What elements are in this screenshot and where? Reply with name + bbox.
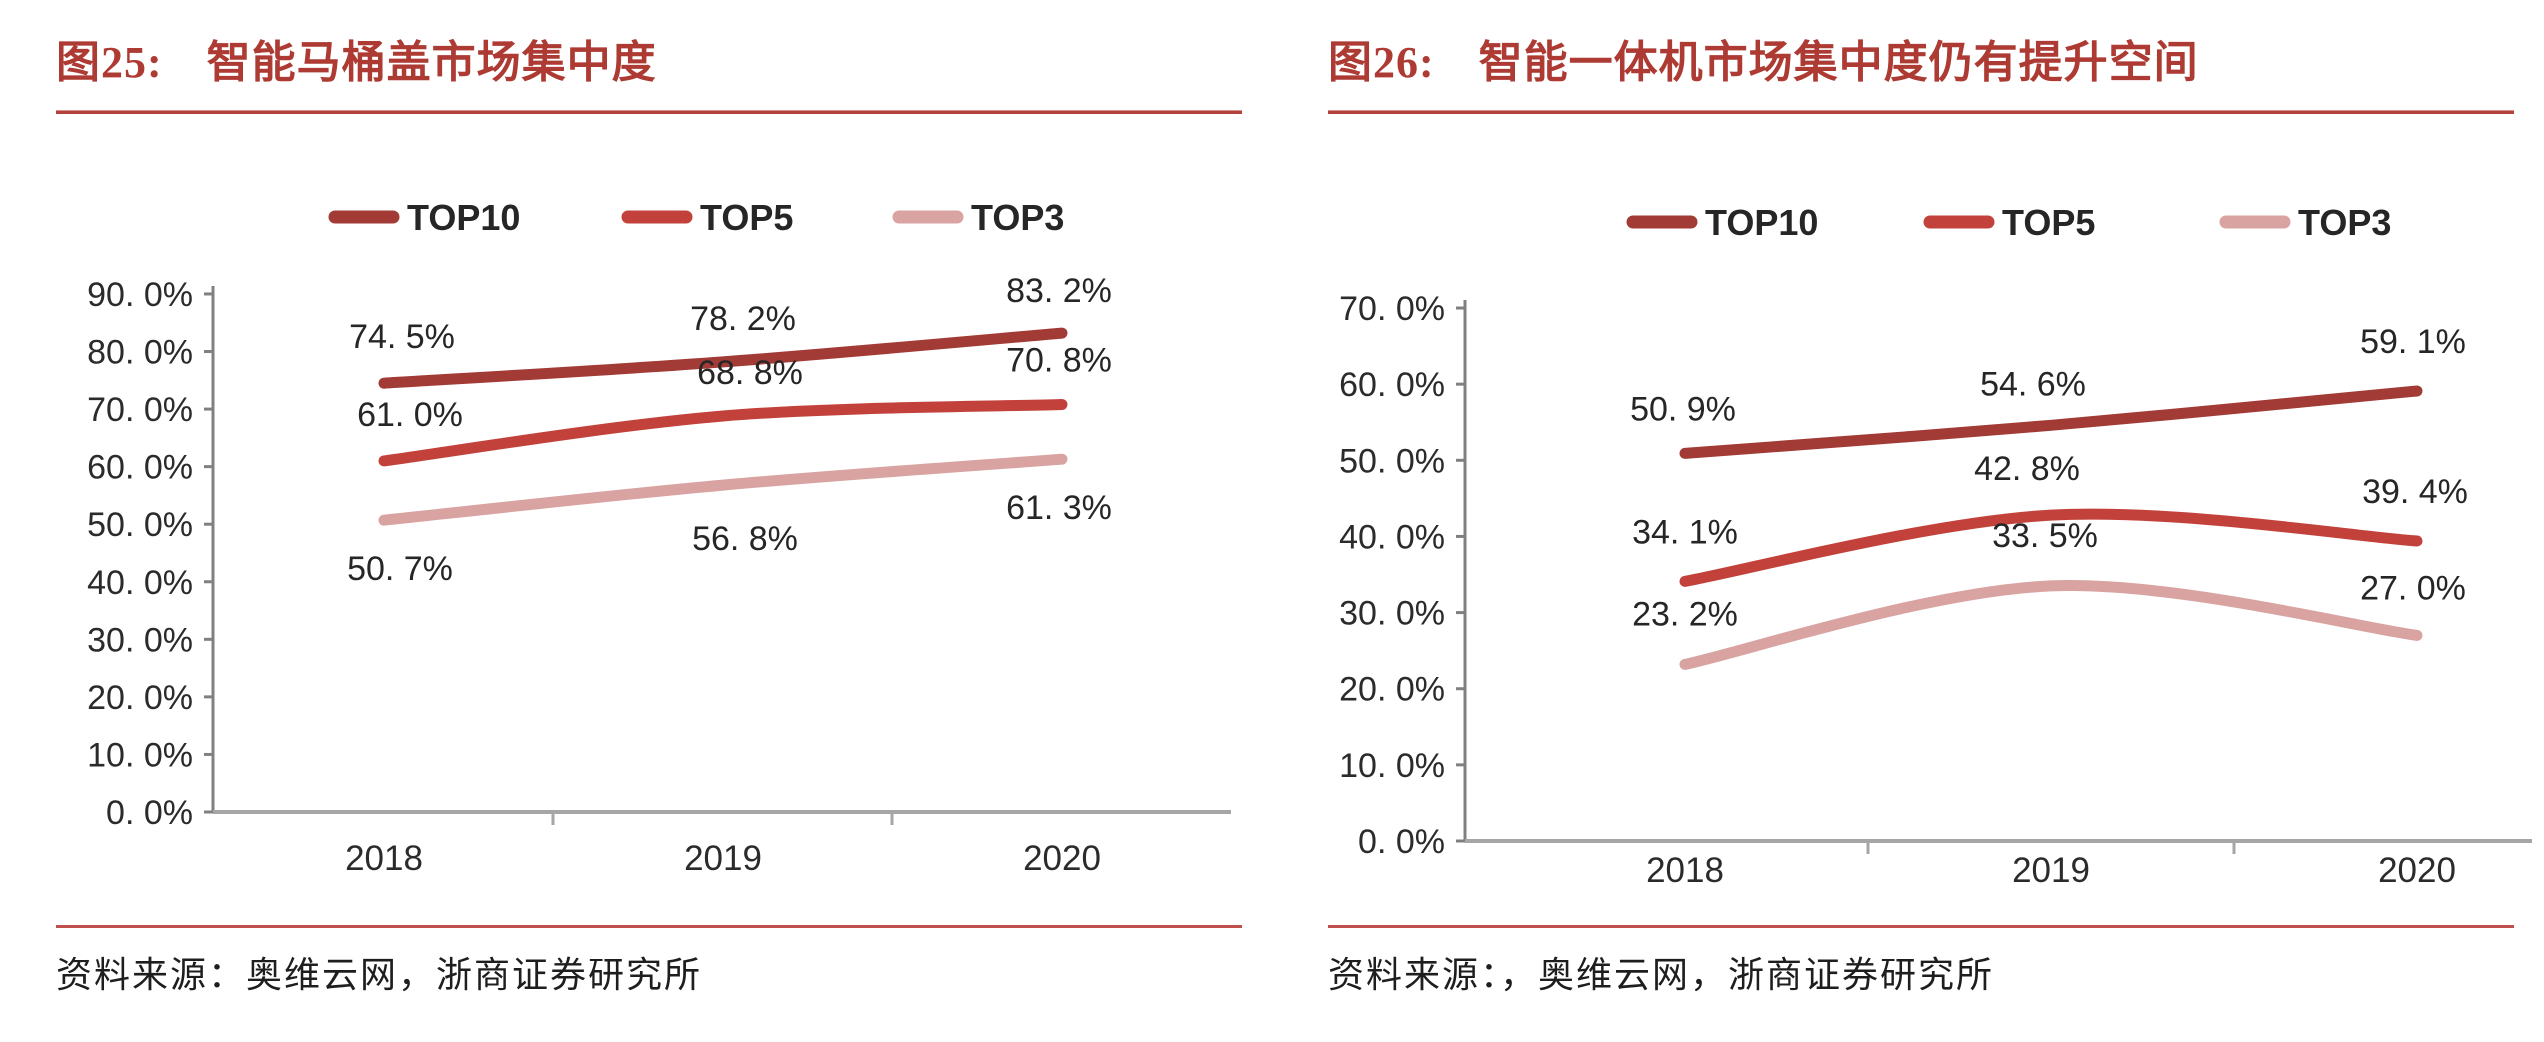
figure-26-title-rule <box>1328 110 2514 114</box>
data-label: 33. 5% <box>1992 517 2098 555</box>
y-axis-tick-label: 20. 0% <box>1339 671 1445 709</box>
data-label: 50. 9% <box>1630 390 1736 428</box>
y-axis: 0. 0% 10. 0% 20. 0% 30. 0% 40. 0% 50. 0% 60. 0… <box>1339 290 1467 861</box>
series-line-top5 <box>1679 508 2423 587</box>
data-label: 74. 5% <box>349 318 455 356</box>
figure-26-heading: 图26: 智能一体机市场集中度仍有提升空间 <box>1328 26 2199 90</box>
series-line-top5 <box>378 399 1068 467</box>
figure-26-panel: 图26: 智能一体机市场集中度仍有提升空间 TOP10 TOP5 TOP3 0. 0%… <box>1272 0 2544 1042</box>
legend-item-top3: TOP3 <box>2219 202 2391 243</box>
figure-25-chart: TOP10 TOP5 TOP3 0. 0% 10. 0% 20. 0% 30. 0% 40. … <box>0 130 1272 920</box>
series-top10: 50. 9% 54. 6% 59. 1% <box>1630 323 2466 459</box>
figure-26-chart: TOP10 TOP5 TOP3 0. 0% 10. 0% 20. 0% 30. 0% 40. … <box>1272 130 2544 920</box>
figure-25-source-rule <box>56 925 1242 928</box>
figure-26-label: 图26: <box>1328 38 1435 87</box>
y-axis: 0. 0% 10. 0% 20. 0% 30. 0% 40. 0% 50. 0% 60. 0… <box>87 276 215 832</box>
series-line-top10 <box>1679 385 2423 459</box>
data-label: 34. 1% <box>1632 513 1738 551</box>
y-axis-tick-label: 30. 0% <box>1339 595 1445 633</box>
legend-item-top10: TOP10 <box>328 197 520 238</box>
figure-25-source: 资料来源：奥维云网，浙商证券研究所 <box>56 955 703 995</box>
x-axis-category-label: 2020 <box>2378 851 2456 890</box>
series-top5: 61. 0% 68. 8% 70. 8% <box>357 342 1112 467</box>
y-axis-tick-label: 70. 0% <box>87 391 193 429</box>
x-axis-category-label: 2018 <box>1646 851 1724 890</box>
data-label: 70. 8% <box>1006 342 1112 380</box>
legend-label-top3: TOP3 <box>971 197 1064 238</box>
data-label: 61. 3% <box>1006 489 1112 527</box>
legend-item-top10: TOP10 <box>1626 202 1818 243</box>
x-axis-category-label: 2020 <box>1023 839 1101 878</box>
series-top3: 23. 2% 33. 5% 27. 0% <box>1632 517 2466 670</box>
chart-legend: TOP10 TOP5 TOP3 <box>1626 202 2391 243</box>
y-axis-tick-label: 20. 0% <box>87 679 193 717</box>
y-axis-tick-label: 30. 0% <box>87 621 193 659</box>
data-label: 68. 8% <box>697 354 803 392</box>
legend-label-top10: TOP10 <box>407 197 520 238</box>
y-axis-tick-label: 0. 0% <box>1358 823 1445 861</box>
data-label: 27. 0% <box>2360 569 2466 607</box>
x-axis-category-label: 2019 <box>684 839 762 878</box>
y-axis-tick-label: 10. 0% <box>1339 747 1445 785</box>
legend-item-top3: TOP3 <box>892 197 1064 238</box>
x-axis-category-label: 2018 <box>345 839 423 878</box>
legend-item-top5: TOP5 <box>1923 202 2095 243</box>
line-chart: TOP10 TOP5 TOP3 0. 0% 10. 0% 20. 0% 30. 0% 40. … <box>1339 202 2532 890</box>
figure-25-panel: 图25: 智能马桶盖市场集中度 TOP10 TOP5 TOP3 0. 0% 10. 0%… <box>0 26 1272 995</box>
data-label: 42. 8% <box>1974 450 2080 488</box>
data-label: 50. 7% <box>347 550 453 588</box>
data-label: 61. 0% <box>357 396 463 434</box>
legend-label-top5: TOP5 <box>2002 202 2095 243</box>
x-axis: 2018 2019 2020 <box>1465 839 2532 890</box>
line-chart: TOP10 TOP5 TOP3 0. 0% 10. 0% 20. 0% 30. 0% 40. … <box>87 197 1231 878</box>
x-axis-category-label: 2019 <box>2012 851 2090 890</box>
series-line-top10 <box>378 327 1068 389</box>
y-axis-tick-label: 60. 0% <box>87 449 193 487</box>
legend-item-top5: TOP5 <box>621 197 793 238</box>
figure-25-heading: 图25: 智能马桶盖市场集中度 <box>56 26 657 90</box>
figure-26-source-rule <box>1328 925 2514 928</box>
y-axis-tick-label: 40. 0% <box>1339 518 1445 556</box>
series-line-top3 <box>1679 580 2423 670</box>
data-label: 54. 6% <box>1980 365 2086 403</box>
data-label: 78. 2% <box>690 300 796 338</box>
series-top10: 74. 5% 78. 2% 83. 2% <box>349 272 1112 389</box>
figure-26-source: 资料来源：，奥维云网，浙商证券研究所 <box>1328 955 1995 995</box>
y-axis-tick-label: 90. 0% <box>87 276 193 314</box>
y-axis-tick-label: 50. 0% <box>1339 442 1445 480</box>
figure-25-label: 图25: <box>56 38 163 87</box>
chart-legend: TOP10 TOP5 TOP3 <box>328 197 1064 238</box>
series-line-top3 <box>378 453 1068 526</box>
y-axis-tick-label: 70. 0% <box>1339 290 1445 328</box>
data-label: 56. 8% <box>692 520 798 558</box>
legend-label-top3: TOP3 <box>2298 202 2391 243</box>
y-axis-tick-label: 0. 0% <box>106 794 193 832</box>
data-label: 23. 2% <box>1632 595 1738 633</box>
y-axis-tick-label: 80. 0% <box>87 334 193 372</box>
y-axis-tick-label: 60. 0% <box>1339 366 1445 404</box>
legend-label-top5: TOP5 <box>700 197 793 238</box>
y-axis-tick-label: 40. 0% <box>87 564 193 602</box>
data-label: 83. 2% <box>1006 272 1112 310</box>
figure-26-title: 智能一体机市场集中度仍有提升空间 <box>1478 38 2199 87</box>
figure-25-title-rule <box>56 110 1242 114</box>
figure-25-title: 智能马桶盖市场集中度 <box>206 38 657 87</box>
y-axis-tick-label: 10. 0% <box>87 736 193 774</box>
series-top3: 50. 7% 56. 8% 61. 3% <box>347 453 1112 588</box>
data-label: 39. 4% <box>2362 473 2468 511</box>
series-top5: 34. 1% 42. 8% 39. 4% <box>1632 450 2468 587</box>
y-axis-tick-label: 50. 0% <box>87 506 193 544</box>
data-label: 59. 1% <box>2360 323 2466 361</box>
x-axis: 2018 2019 2020 <box>213 810 1231 878</box>
legend-label-top10: TOP10 <box>1705 202 1818 243</box>
